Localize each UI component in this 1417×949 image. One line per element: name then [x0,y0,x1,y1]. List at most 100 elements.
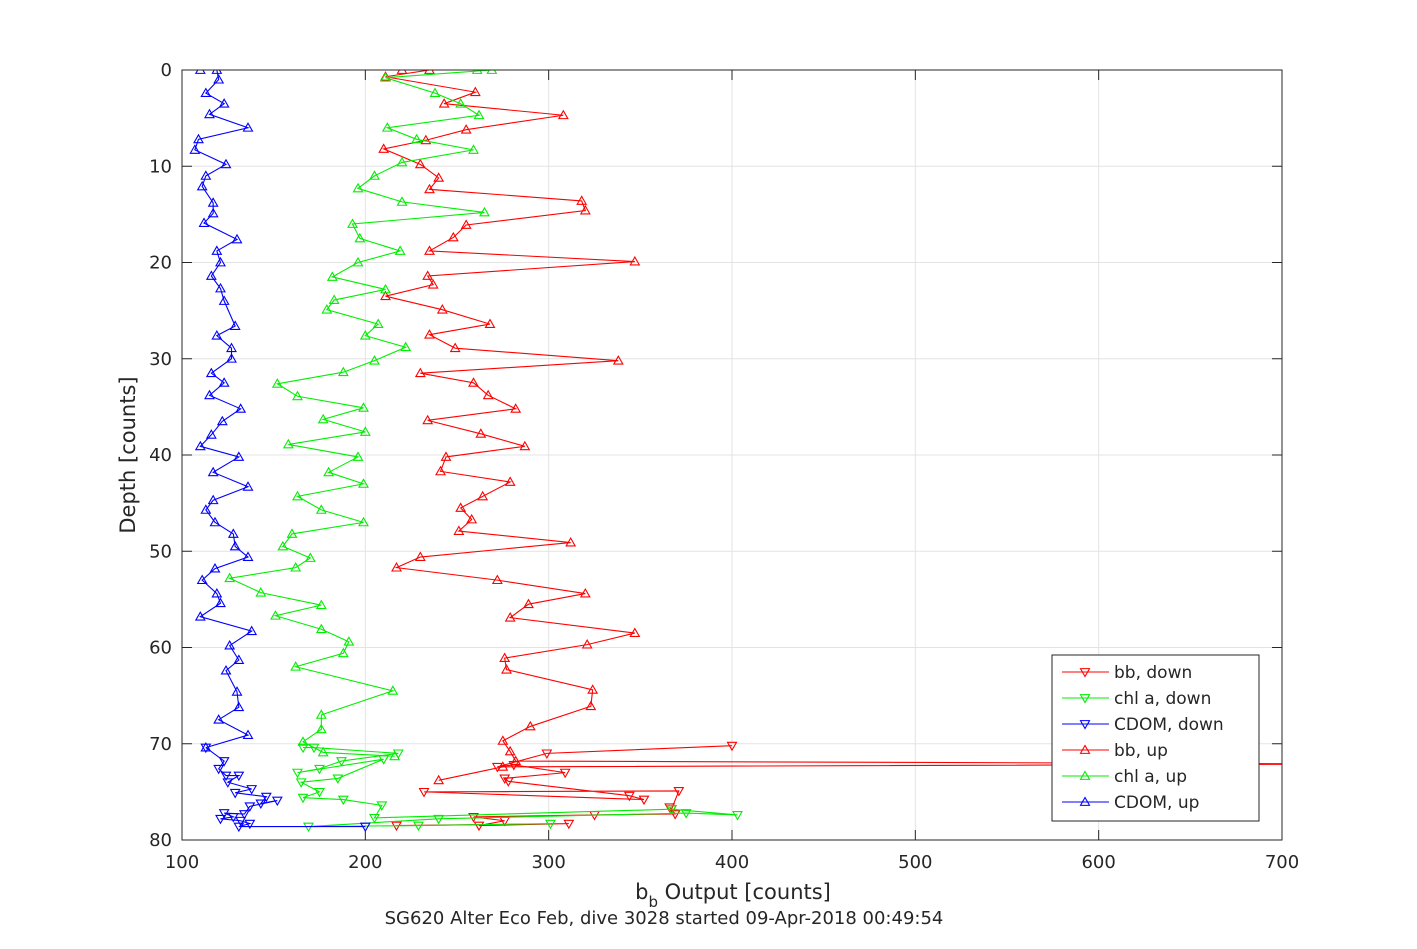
series-bb-up [378,70,1282,785]
data-point [290,661,302,671]
series-line [194,70,253,749]
data-point [220,664,232,675]
data-point [475,428,487,438]
data-point [194,440,206,451]
data-point [559,768,571,779]
data-point [315,709,327,719]
x-tick-label: 700 [1265,852,1299,873]
y-tick-label: 80 [149,830,172,851]
data-point [424,245,435,255]
data-point [449,342,461,353]
data-point [231,233,243,244]
data-point [222,778,234,788]
data-point [396,196,408,206]
x-axis-label-main: b [635,880,648,904]
data-point [477,490,489,501]
data-point [424,329,435,339]
series-cdom-down [200,743,371,833]
data-point [205,429,217,439]
x-tick-label: 500 [898,852,932,873]
data-point [413,821,424,832]
data-point [497,761,509,771]
x-tick-label: 300 [531,852,565,873]
y-tick-label: 50 [149,541,172,562]
data-point [315,599,327,610]
y-tick-label: 10 [149,156,172,177]
data-point [196,180,208,191]
data-point [484,318,496,329]
data-point [587,684,599,694]
data-point [468,144,479,154]
data-point [380,283,391,294]
legend-swatch-marker [1079,744,1091,754]
data-point [581,639,593,649]
x-tick-label: 100 [165,852,199,873]
legend-label: CDOM, up [1114,793,1199,813]
data-point [479,206,490,217]
data-point [227,528,239,538]
data-point [198,217,210,227]
data-point [242,122,254,132]
data-point [440,451,452,461]
tick-layer: 100 200 300 400 500 600 700 0 10 20 30 40 50 60 70 80 [149,60,1299,873]
data-point [246,625,258,636]
y-tick-label: 30 [149,349,172,370]
data-point [358,402,369,412]
series-layer [189,70,1282,833]
data-point [244,802,256,812]
data-point [200,170,212,180]
legend-item: CDOM, up [1062,793,1199,813]
data-point [215,814,226,825]
data-point [396,156,408,167]
data-point [629,627,641,637]
chart-caption: SG620 Alter Eco Feb, dive 3028 started 0… [385,908,944,929]
legend-label: CDOM, down [1114,715,1224,735]
data-point [433,774,445,785]
data-point [220,771,232,782]
data-point [359,330,371,340]
data-point [469,86,481,97]
y-tick-label: 20 [149,253,172,274]
data-point [491,574,503,585]
legend-item: chl a, up [1062,767,1187,787]
data-point [664,803,676,813]
data-point [218,295,230,305]
data-point [211,245,223,255]
data-point [680,809,692,819]
data-point [233,701,245,712]
data-point [380,290,391,301]
data-point [205,367,217,378]
data-point [433,172,445,182]
data-point [317,413,329,424]
data-point [189,144,201,154]
data-point [369,813,380,824]
y-axis-label: Depth [counts] [116,376,140,533]
y-tick-label: 60 [149,638,172,659]
data-point [213,764,225,775]
data-point [205,270,217,280]
data-point [420,134,432,145]
legend-label: bb, up [1114,741,1168,761]
legend-item: CDOM, down [1062,715,1224,735]
data-point [359,426,371,436]
data-point [565,536,577,547]
data-point [292,768,303,779]
data-point [579,587,591,598]
data-point [211,330,223,340]
data-point [376,801,388,811]
data-point [218,377,230,387]
data-point [638,795,650,806]
data-point [216,415,228,426]
data-point [387,685,399,695]
data-point [255,799,267,810]
x-axis-label-subscript: b [648,893,658,911]
data-point [218,98,230,108]
data-point [290,562,302,572]
data-point [224,572,236,583]
data-point [358,516,369,527]
legend-swatch-marker [1079,796,1091,806]
data-point [466,513,478,524]
data-point [629,255,641,266]
data-point [200,87,212,98]
